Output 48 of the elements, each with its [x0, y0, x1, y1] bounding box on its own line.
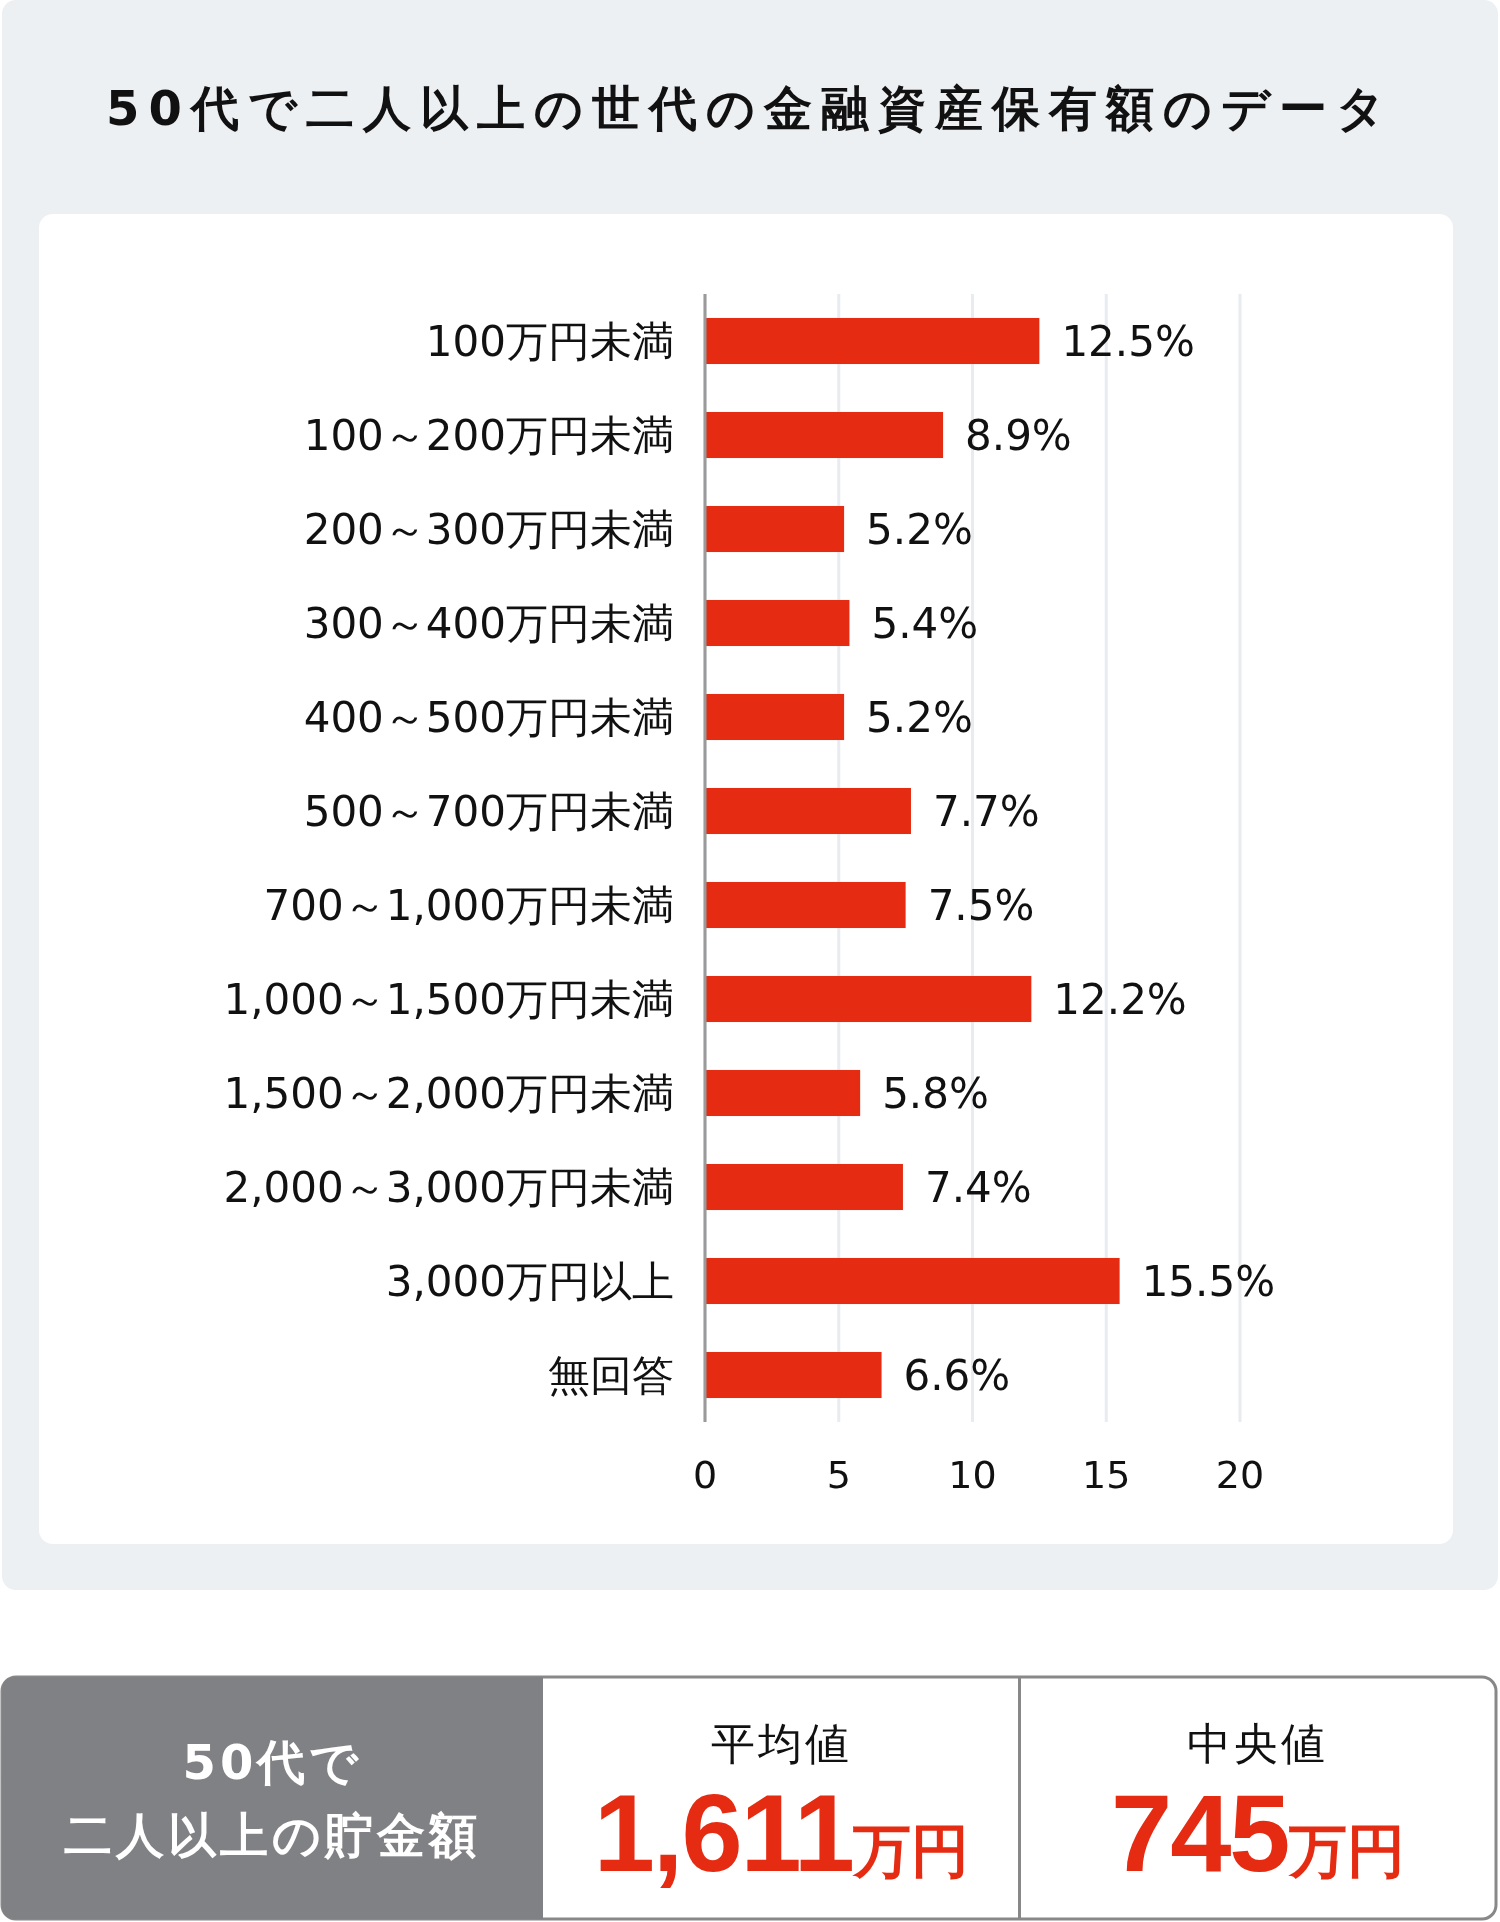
- bar: [705, 975, 1032, 1023]
- bar: [705, 881, 906, 929]
- x-tick-label: 5: [826, 1453, 851, 1497]
- data-label: 12.5%: [1061, 317, 1195, 366]
- data-label: 6.6%: [903, 1351, 1011, 1400]
- bar: [705, 411, 944, 459]
- text: 中央値: [1187, 1718, 1329, 1769]
- y-tick-label: 400～500万円未満: [303, 693, 674, 742]
- data-label: 8.9%: [965, 411, 1072, 460]
- y-tick-label: 200～300万円未満: [303, 505, 674, 554]
- data-label: 5.4%: [871, 599, 979, 648]
- data-label: 7.4%: [924, 1163, 1032, 1212]
- data-label: 5.2%: [866, 505, 973, 554]
- y-tick-label: 1,000～1,500万円未満: [223, 975, 674, 1024]
- y-tick-label: 500～700万円未満: [303, 787, 674, 836]
- data-label: 12.2%: [1053, 975, 1187, 1024]
- text: 平均値: [710, 1718, 852, 1769]
- data-label: 5.2%: [866, 693, 973, 742]
- bar: [705, 505, 845, 553]
- text: 1,611万円: [593, 1771, 969, 1894]
- bar: [705, 1257, 1120, 1305]
- x-tick-label: 0: [692, 1453, 718, 1497]
- data-label: 7.5%: [927, 881, 1035, 930]
- x-tick-label: 10: [948, 1453, 997, 1497]
- text: 745万円: [1110, 1771, 1405, 1894]
- y-tick-label: 無回答: [548, 1351, 674, 1400]
- x-tick-label: 15: [1082, 1453, 1131, 1497]
- data-label: 7.7%: [932, 787, 1040, 836]
- data-label: 15.5%: [1141, 1257, 1276, 1306]
- y-tick-label: 700～1,000万円未満: [263, 881, 674, 930]
- y-tick-label: 100万円未満: [425, 317, 674, 366]
- text: 50代で: [182, 1733, 363, 1790]
- chart-title: 50代で二人以上の世代の金融資産保有額のデータ: [106, 80, 1394, 136]
- bar: [705, 1069, 861, 1117]
- bar: [705, 317, 1040, 365]
- data-label: 5.8%: [882, 1069, 989, 1118]
- bar: [705, 1163, 903, 1211]
- bar: [705, 693, 845, 741]
- bar: [705, 1351, 882, 1399]
- y-tick-label: 100～200万円未満: [303, 411, 674, 460]
- x-tick-label: 20: [1215, 1453, 1265, 1497]
- bar: [705, 599, 850, 647]
- y-tick-label: 1,500～2,000万円未満: [223, 1069, 674, 1118]
- text: 二人以上の貯金額: [64, 1806, 481, 1863]
- y-tick-label: 2,000～3,000万円未満: [223, 1163, 674, 1212]
- y-tick-label: 3,000万円以上: [385, 1257, 674, 1306]
- y-tick-label: 300～400万円未満: [303, 599, 674, 648]
- bar: [705, 787, 911, 835]
